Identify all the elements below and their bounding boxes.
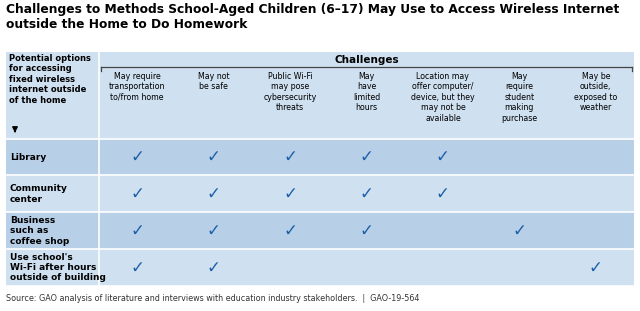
- Text: ✓: ✓: [360, 185, 373, 203]
- Text: ✓: ✓: [513, 222, 526, 240]
- Text: ✓: ✓: [130, 148, 144, 166]
- Text: May
require
student
making
purchase: May require student making purchase: [501, 72, 538, 123]
- Text: ✓: ✓: [207, 148, 221, 166]
- Bar: [6, 212, 634, 249]
- Text: Library: Library: [10, 152, 46, 161]
- Text: ✓: ✓: [207, 258, 221, 276]
- Text: Use school's
Wi-Fi after hours
outside of building: Use school's Wi-Fi after hours outside o…: [10, 253, 106, 282]
- Text: ✓: ✓: [436, 185, 450, 203]
- Bar: [6, 139, 634, 175]
- Text: ✓: ✓: [130, 222, 144, 240]
- Text: ✓: ✓: [436, 148, 450, 166]
- Bar: [6, 52, 634, 286]
- Text: ✓: ✓: [130, 185, 144, 203]
- Text: ✓: ✓: [283, 148, 297, 166]
- Text: Potential options
for accessing
fixed wireless
internet outside
of the home: Potential options for accessing fixed wi…: [9, 54, 91, 104]
- Text: ✓: ✓: [207, 222, 221, 240]
- Text: Challenges to Methods School-Aged Children (6–17) May Use to Access Wireless Int: Challenges to Methods School-Aged Childr…: [6, 3, 620, 31]
- Text: May
have
limited
hours: May have limited hours: [353, 72, 380, 112]
- Text: May not
be safe: May not be safe: [198, 72, 229, 91]
- Text: ✓: ✓: [130, 258, 144, 276]
- Text: Public Wi-Fi
may pose
cybersecurity
threats: Public Wi-Fi may pose cybersecurity thre…: [264, 72, 317, 112]
- Text: May require
transportation
to/from home: May require transportation to/from home: [109, 72, 165, 102]
- Text: Location may
offer computer/
device, but they
may not be
available: Location may offer computer/ device, but…: [411, 72, 475, 123]
- Text: ✓: ✓: [283, 185, 297, 203]
- Text: Business
such as
coffee shop: Business such as coffee shop: [10, 216, 69, 246]
- Text: ✓: ✓: [360, 222, 373, 240]
- Text: ✓: ✓: [589, 258, 603, 276]
- Text: ✓: ✓: [283, 222, 297, 240]
- Text: May be
outside,
exposed to
weather: May be outside, exposed to weather: [574, 72, 618, 112]
- Text: Challenges: Challenges: [334, 55, 399, 65]
- Text: Community
center: Community center: [10, 184, 68, 204]
- Text: ✓: ✓: [360, 148, 373, 166]
- Text: ✓: ✓: [207, 185, 221, 203]
- Text: Source: GAO analysis of literature and interviews with education industry stakeh: Source: GAO analysis of literature and i…: [6, 294, 419, 303]
